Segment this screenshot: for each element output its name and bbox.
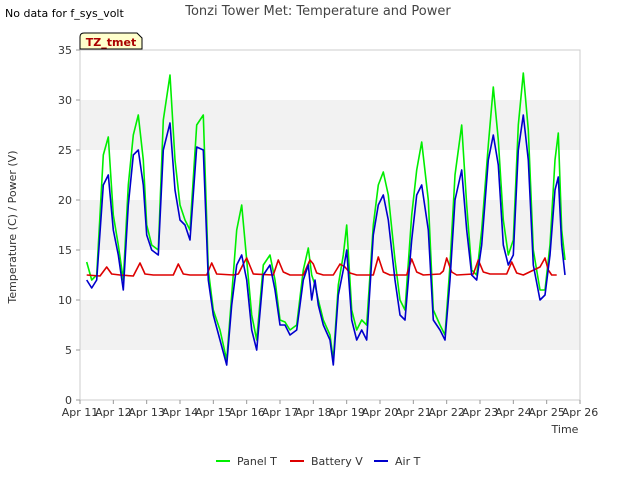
- x-tick-label: Apr 23: [462, 406, 499, 419]
- y-tick-label: 10: [58, 294, 72, 307]
- x-tick-label: Apr 12: [95, 406, 132, 419]
- no-data-message: No data for f_sys_volt: [5, 7, 124, 20]
- x-tick-label: Apr 22: [428, 406, 465, 419]
- x-axis-label: Time: [551, 423, 579, 436]
- grid-band: [80, 100, 580, 150]
- x-tick-label: Apr 14: [162, 406, 199, 419]
- legend-label-panel-t: Panel T: [237, 455, 277, 468]
- x-tick-label: Apr 16: [228, 406, 265, 419]
- x-tick-label: Apr 19: [328, 406, 365, 419]
- x-tick-label: Apr 11: [62, 406, 99, 419]
- x-tick-label: Apr 15: [195, 406, 232, 419]
- legend-label-battery-v: Battery V: [311, 455, 363, 468]
- series-line-battery-v: [86, 256, 557, 277]
- background-bands: [80, 100, 580, 350]
- x-tick-label: Apr 24: [495, 406, 532, 419]
- y-tick-label: 0: [65, 394, 72, 407]
- x-tick-label: Apr 20: [362, 406, 399, 419]
- y-tick-label: 25: [58, 144, 72, 157]
- plot-frame: [79, 49, 581, 401]
- y-tick-label: 5: [65, 344, 72, 357]
- x-tick-label: Apr 18: [295, 406, 332, 419]
- x-tick-label: Apr 25: [528, 406, 565, 419]
- x-tick-label: Apr 13: [128, 406, 165, 419]
- legend: Panel T Battery V Air T: [216, 455, 421, 468]
- site-tag-label: TZ_tmet: [86, 36, 136, 49]
- series-line-air-t: [86, 114, 566, 366]
- x-tick-label: Apr 17: [262, 406, 299, 419]
- y-tick-label: 20: [58, 194, 72, 207]
- grid-band: [80, 200, 580, 250]
- y-tick-label: 15: [58, 244, 72, 257]
- y-axis-ticks: 0 5 10 15 20 25 30 35: [58, 44, 80, 407]
- chart-title: Tonzi Tower Met: Temperature and Power: [184, 4, 451, 19]
- y-axis-label: Temperature (C) / Power (V): [6, 150, 19, 304]
- x-tick-label: Apr 21: [395, 406, 432, 419]
- site-tag: TZ_tmet: [79, 32, 143, 50]
- x-tick-label: Apr 26: [562, 406, 599, 419]
- series-layer: [85, 72, 566, 366]
- series-line-panel-t: [85, 72, 566, 361]
- y-tick-label: 35: [58, 44, 72, 57]
- y-tick-label: 30: [58, 94, 72, 107]
- legend-label-air-t: Air T: [395, 455, 421, 468]
